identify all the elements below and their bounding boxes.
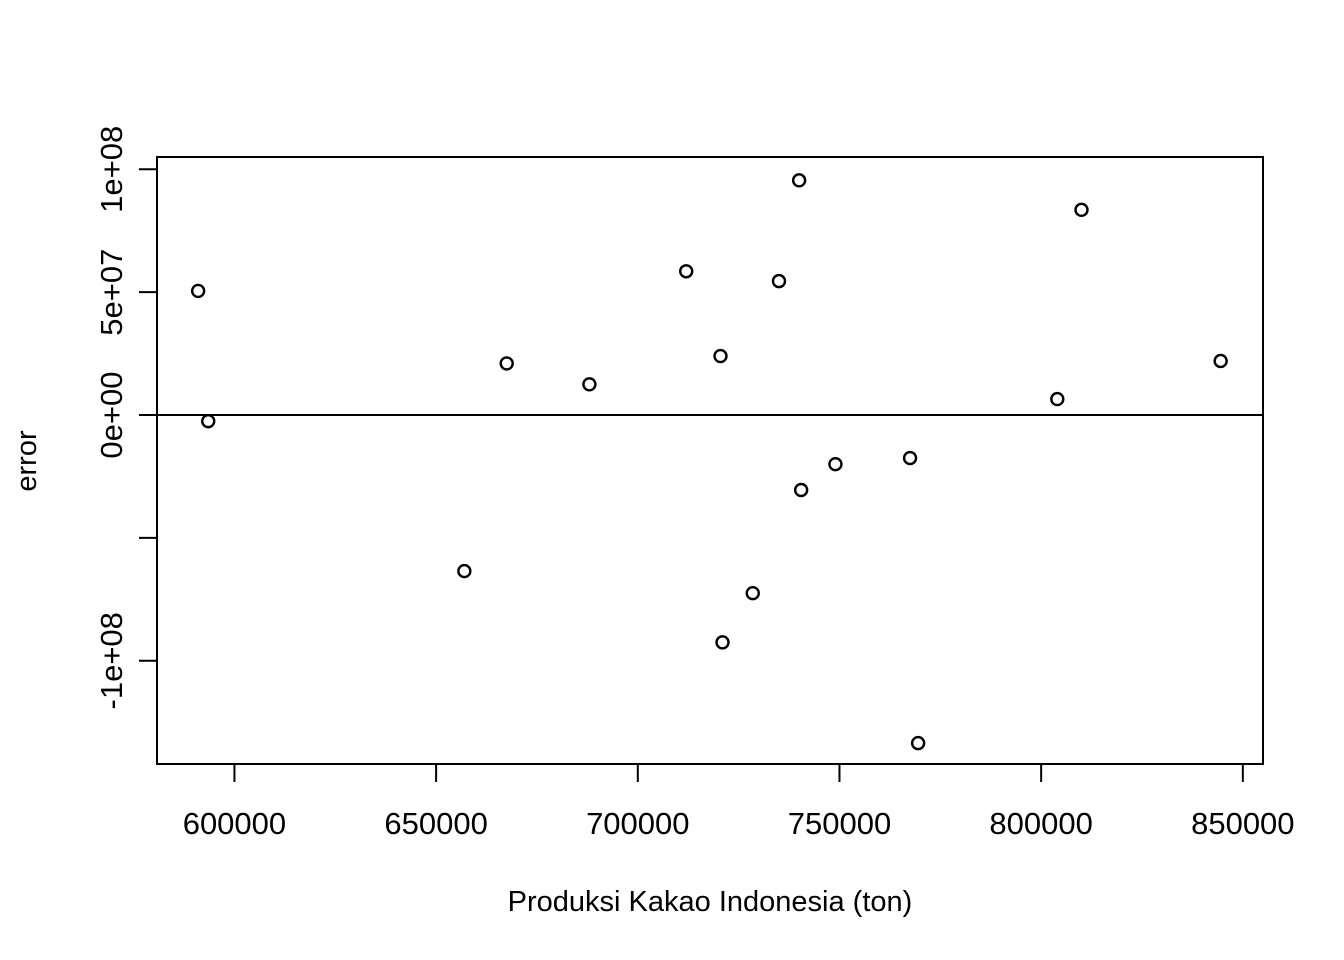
x-tick-label: 850000 (1191, 806, 1294, 841)
y-tick-label: -1e+08 (94, 612, 129, 709)
data-point (679, 264, 694, 279)
data-point (910, 735, 926, 751)
data-point (190, 283, 206, 299)
data-point (713, 348, 728, 364)
y-axis-title: error (11, 430, 43, 492)
data-point (1050, 391, 1065, 407)
x-axis: 600000 650000 700000 750000 800000 850000 (183, 763, 1295, 841)
data-point (457, 563, 472, 579)
x-tick-label: 600000 (183, 806, 286, 841)
data-point (499, 356, 514, 371)
x-tick-label: 750000 (788, 806, 891, 841)
x-axis-title: Produksi Kakao Indonesia (ton) (508, 886, 913, 918)
data-point (1074, 202, 1089, 218)
plot-frame (156, 156, 1264, 765)
x-tick-label: 800000 (989, 806, 1092, 841)
data-point (582, 377, 597, 392)
data-points (190, 173, 1228, 751)
data-point (828, 456, 843, 472)
x-tick-label: 700000 (586, 806, 689, 841)
y-tick-label: 5e+07 (94, 249, 129, 336)
data-point (715, 635, 730, 650)
data-point (201, 413, 216, 429)
y-axis: 1e+08 5e+07 0e+00 -1e+08 (94, 126, 158, 709)
x-tick-label: 650000 (384, 806, 487, 841)
y-tick-label: 1e+08 (94, 126, 129, 213)
data-point (791, 173, 807, 188)
data-point (1213, 353, 1228, 369)
data-point (902, 450, 918, 466)
data-point (771, 273, 787, 289)
data-point (793, 482, 809, 498)
data-point (745, 586, 760, 601)
y-tick-label: 0e+00 (94, 371, 129, 458)
